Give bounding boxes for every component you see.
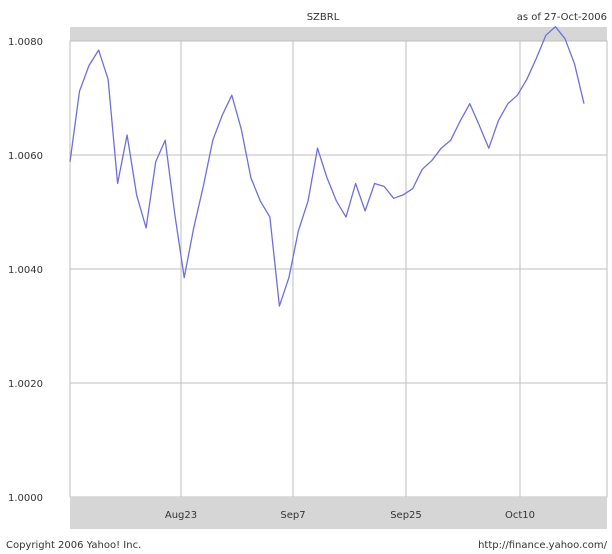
as-of-date: as of 27-Oct-2006 <box>517 12 607 23</box>
x-axis-band <box>70 497 607 529</box>
header-band <box>70 27 607 41</box>
x-tick-label: Sep7 <box>280 510 305 521</box>
y-tick-label: 1.0060 <box>8 151 43 162</box>
y-tick-label: 1.0000 <box>8 493 43 504</box>
series-line <box>69 26 585 307</box>
y-tick-label: 1.0020 <box>8 379 43 390</box>
chart-title: SZBRL <box>307 12 340 23</box>
y-tick-label: 1.0080 <box>8 37 43 48</box>
x-tick-label: Aug23 <box>165 510 197 521</box>
copyright-text: Copyright 2006 Yahoo! Inc. <box>6 540 141 551</box>
y-tick-label: 1.0040 <box>8 265 43 276</box>
x-tick-label: Sep25 <box>390 510 422 521</box>
source-url[interactable]: http://finance.yahoo.com/ <box>478 540 608 551</box>
x-tick-label: Oct10 <box>505 510 535 521</box>
